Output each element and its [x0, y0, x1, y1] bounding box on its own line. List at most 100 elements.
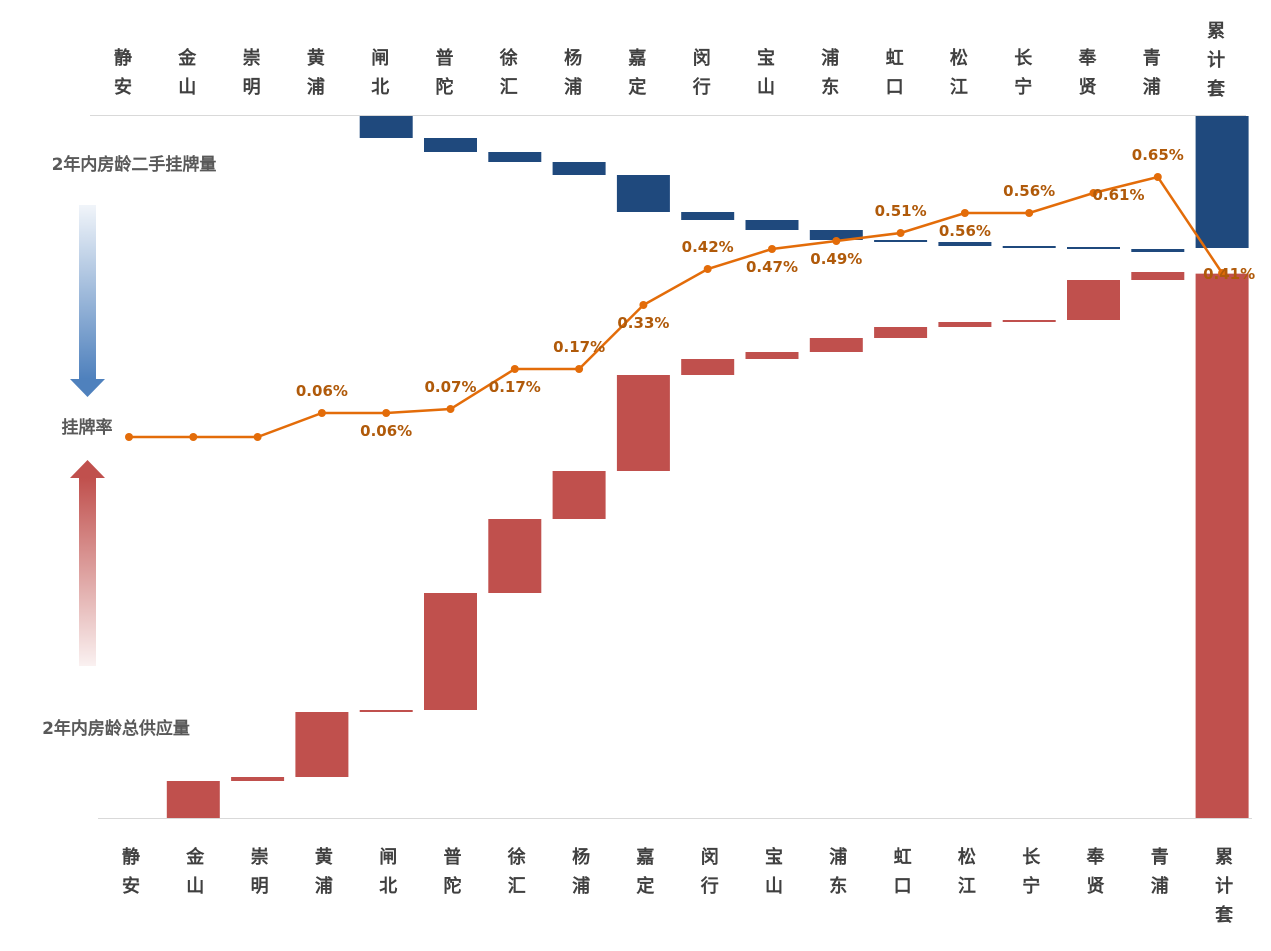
supply-bar: [745, 352, 799, 359]
bottom-category-label-char: 虹: [894, 846, 912, 868]
top-category-label-char: 定: [628, 76, 646, 98]
top-category-label-char: 行: [692, 76, 711, 98]
bottom-category-label-char: 计: [1215, 875, 1233, 897]
listing-bar: [488, 152, 542, 162]
top-category-label-char: 宁: [1014, 76, 1032, 98]
supply-bar: [488, 519, 542, 593]
bottom-category-label-char: 闵: [701, 846, 719, 868]
top-category-label-char: 青: [1143, 48, 1161, 69]
bottom-category-label-char: 静: [122, 846, 140, 868]
bottom-category-label-char: 松: [958, 846, 976, 868]
rate-point: [382, 409, 391, 417]
supply-bar: [231, 777, 285, 781]
bottom-category-label-char: 贤: [1087, 876, 1105, 897]
top-category-label-char: 江: [950, 77, 968, 98]
top-category-label-char: 虹: [886, 47, 904, 69]
bottom-category-label-char: 浦: [829, 846, 847, 868]
top-category-label-char: 崇: [243, 47, 261, 69]
top-category-label-char: 闸: [371, 47, 389, 69]
top-category-label-char: 计: [1207, 49, 1225, 71]
supply-bar: [1067, 280, 1120, 320]
listing-bar: [424, 138, 477, 152]
rate-points: [125, 173, 1227, 441]
bottom-category-label-char: 徐: [507, 846, 526, 868]
supply-bars: [166, 272, 1249, 818]
listing-bar: [681, 212, 735, 220]
supply-bar: [359, 710, 413, 712]
bottom-category-label-char: 奉: [1086, 846, 1106, 868]
bottom-category-label-char: 汇: [508, 876, 526, 897]
bottom-category-label-char: 行: [700, 875, 719, 897]
bottom-category-label-char: 宁: [1022, 875, 1040, 897]
supply-bar: [552, 471, 606, 519]
bottom-category-label-char: 黄: [315, 846, 333, 868]
rate-data-label: 0.56%: [1003, 182, 1055, 200]
rate-point: [703, 265, 712, 273]
top-category-label-char: 徐: [499, 47, 518, 69]
listing-bar: [938, 242, 992, 246]
top-category-label-char: 宝: [757, 47, 775, 69]
rate-point: [317, 409, 326, 417]
bottom-category-label-char: 北: [379, 876, 397, 897]
top-category-label-char: 东: [821, 76, 839, 98]
rate-point: [510, 365, 519, 373]
bottom-category-label-char: 浦: [315, 875, 333, 897]
bottom-category-label-char: 累: [1215, 847, 1233, 868]
supply-row-label: 2年内房龄总供应量: [42, 718, 190, 739]
top-category-label-char: 松: [950, 47, 968, 69]
listing-bar: [1195, 116, 1249, 248]
rate-data-label: 0.49%: [810, 250, 862, 268]
top-category-label-char: 浦: [1143, 76, 1161, 98]
bottom-category-label-char: 江: [958, 876, 976, 897]
top-category-label-char: 累: [1207, 21, 1225, 42]
supply-bar: [295, 712, 349, 777]
arrow-down-icon: [70, 205, 105, 397]
supply-bar: [166, 781, 220, 818]
top-category-label-char: 普: [436, 47, 454, 69]
listing-bar: [359, 116, 413, 138]
rate-data-label: 0.56%: [939, 222, 991, 240]
bottom-category-label-char: 浦: [572, 875, 590, 897]
bottom-category-label-char: 东: [829, 875, 847, 897]
rate-line-path: [129, 175, 1224, 439]
top-category-label-char: 山: [178, 77, 196, 98]
listing-bar: [874, 240, 928, 242]
rate-data-label: 0.17%: [553, 338, 605, 356]
rate-data-label: 0.06%: [296, 382, 348, 400]
rate-data-label: 0.33%: [617, 314, 669, 332]
top-category-label-char: 杨: [564, 47, 582, 69]
bottom-category-label-char: 套: [1215, 904, 1233, 926]
top-category-label-char: 安: [114, 76, 132, 98]
rate-point: [960, 209, 969, 217]
rate-data-label: 0.17%: [489, 378, 541, 396]
top-category-label-char: 长: [1014, 48, 1033, 69]
top-category-label-char: 黄: [307, 47, 325, 69]
listing-bar: [552, 162, 606, 175]
bottom-category-label-char: 陀: [444, 875, 462, 897]
rate-line: [129, 175, 1224, 439]
bottom-category-label-char: 山: [186, 876, 204, 897]
supply-bar: [681, 359, 735, 375]
bottom-category-label-char: 嘉: [635, 847, 654, 868]
rate-row-label: 挂牌率: [62, 417, 113, 438]
supply-bar: [1195, 273, 1249, 818]
listing-bar: [1131, 249, 1185, 252]
top-category-label-char: 奉: [1078, 47, 1098, 69]
bottom-category-label-char: 浦: [1151, 875, 1169, 897]
top-category-label-char: 贤: [1079, 77, 1097, 98]
supply-bar: [874, 327, 928, 338]
rate-data-label: 0.61%: [1092, 186, 1144, 204]
top-category-label-char: 北: [371, 77, 389, 98]
rate-point: [1153, 173, 1162, 181]
rate-point: [575, 365, 584, 373]
rate-point: [639, 301, 648, 309]
rate-data-label: 0.65%: [1132, 146, 1184, 164]
rate-point: [253, 433, 262, 441]
rate-point: [1025, 209, 1034, 217]
rate-data-label: 0.51%: [875, 202, 927, 220]
listing-bar: [1067, 247, 1120, 249]
rate-data-label: 0.41%: [1203, 265, 1255, 283]
supply-bar: [424, 593, 477, 710]
